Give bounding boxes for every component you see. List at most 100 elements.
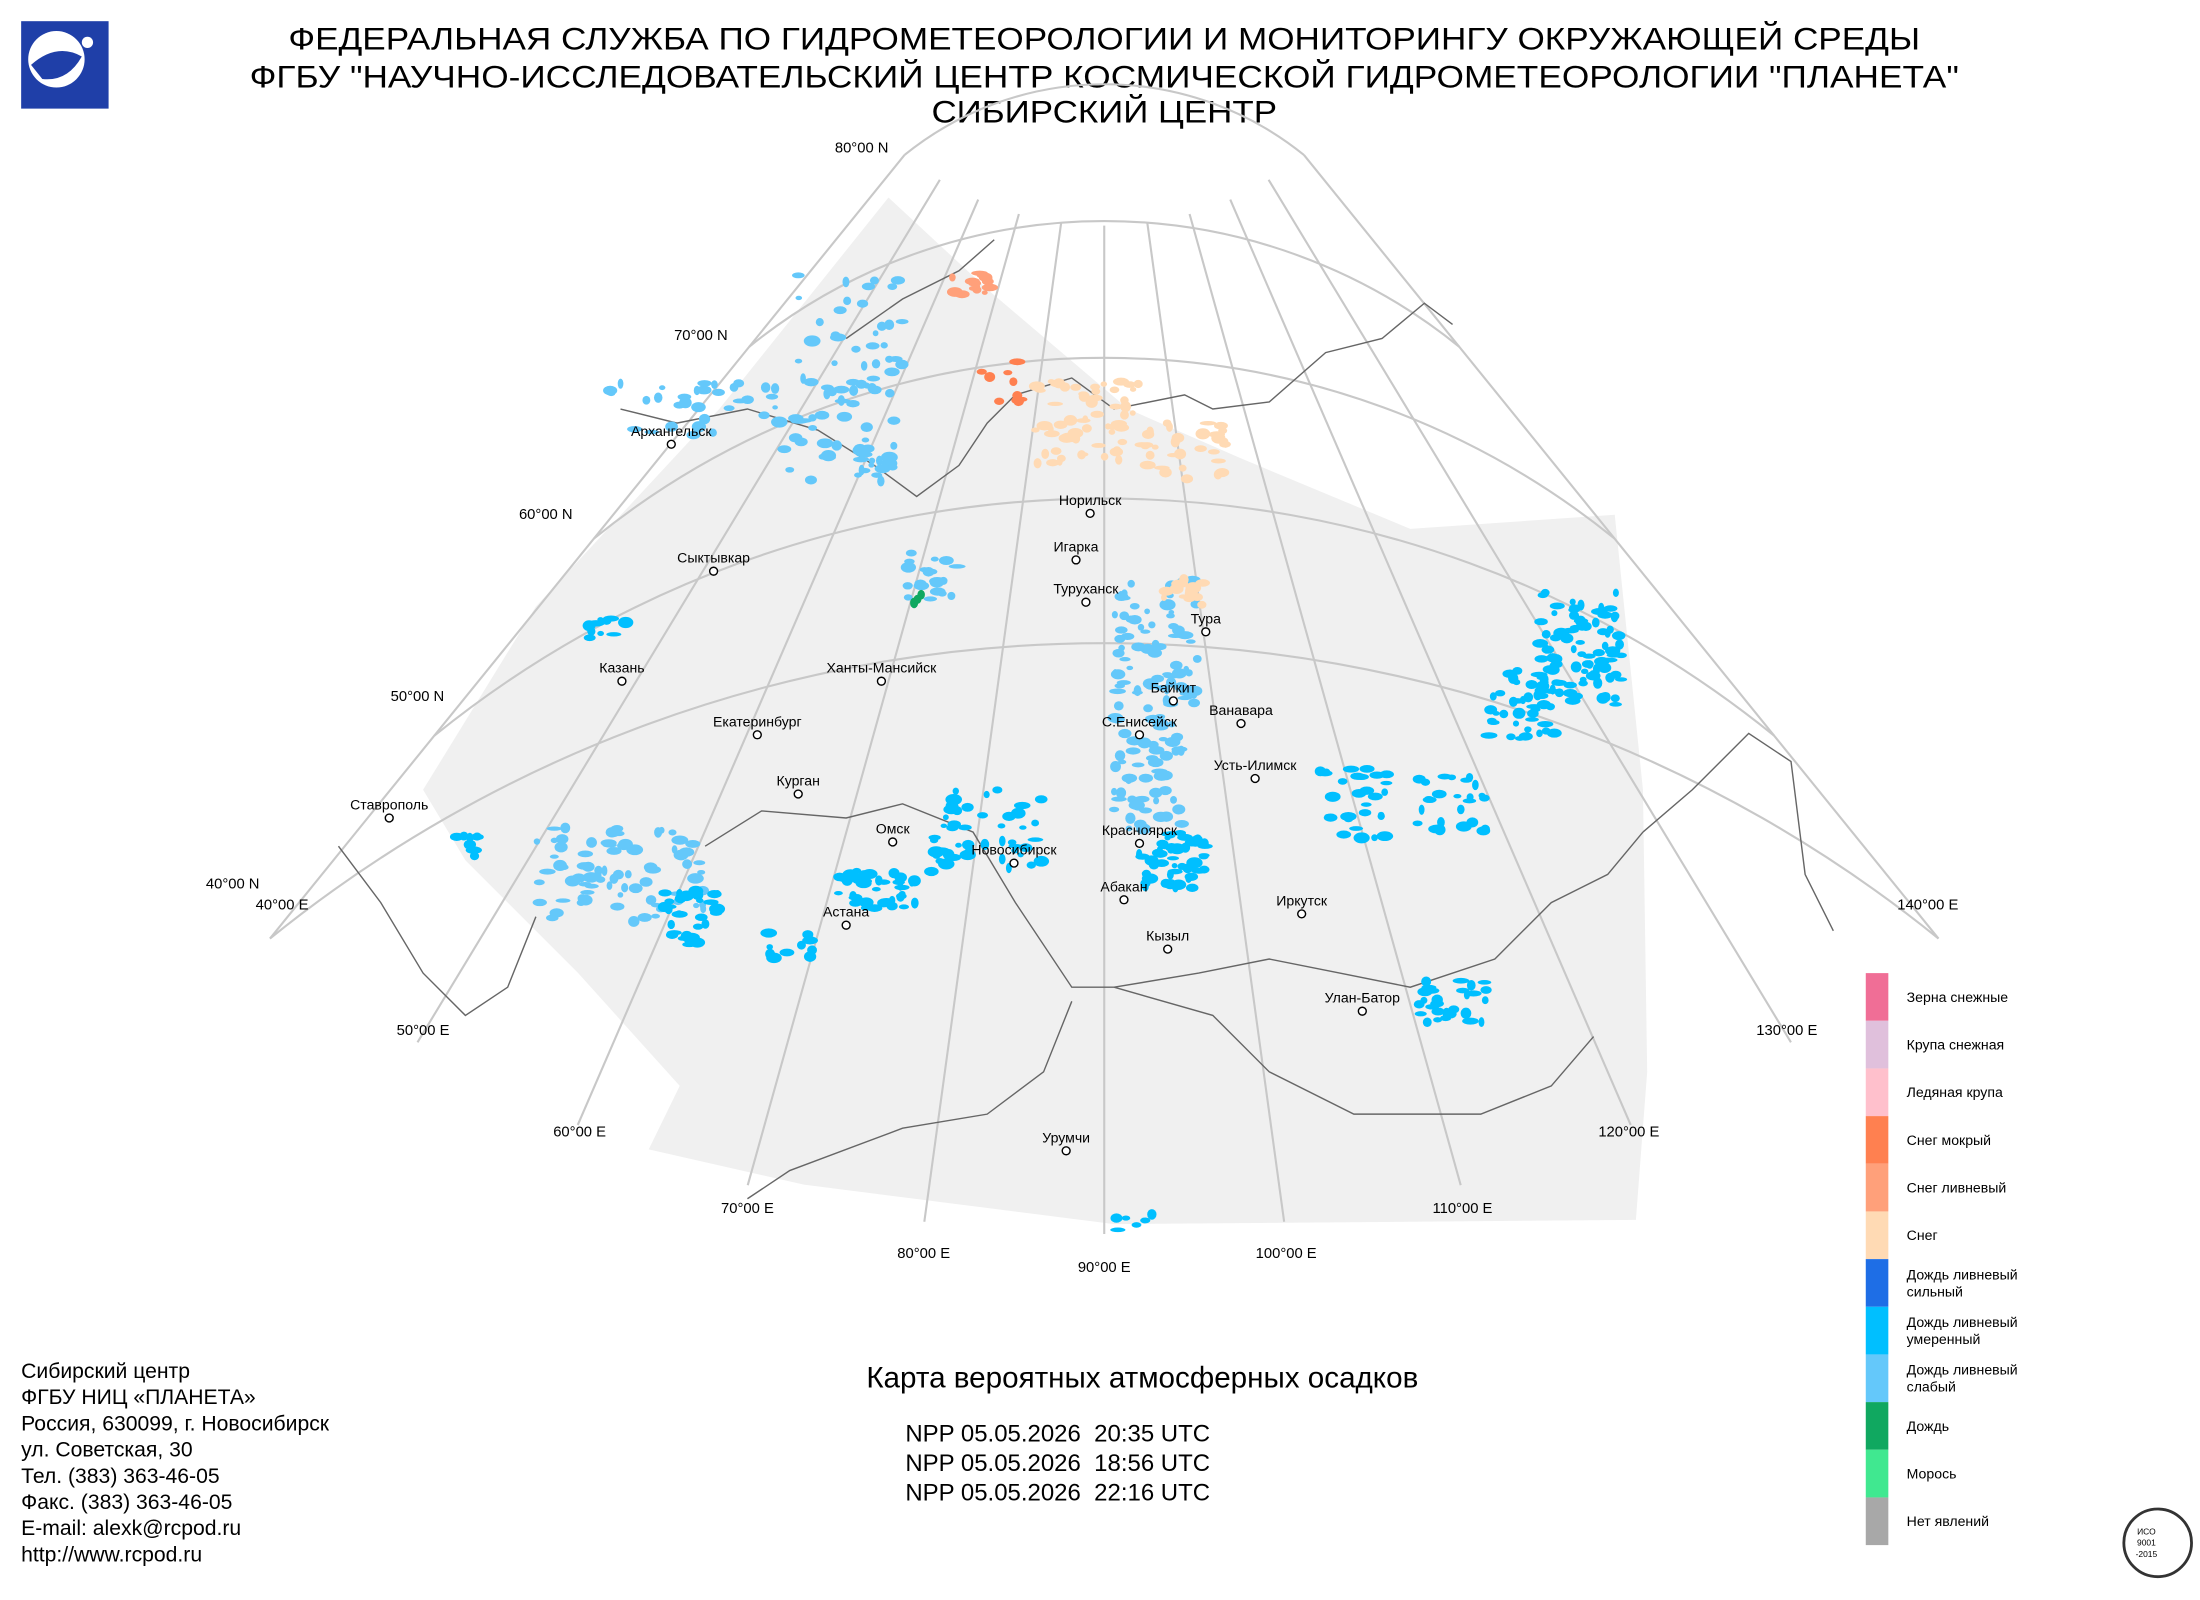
precip-cell bbox=[1078, 391, 1090, 402]
precip-cell bbox=[1117, 438, 1128, 446]
precip-cell bbox=[849, 385, 859, 396]
parallel bbox=[593, 356, 1616, 540]
precip-cell bbox=[856, 299, 869, 308]
graticule-label: 60°00 E bbox=[553, 1125, 606, 1141]
precip-cell bbox=[880, 342, 888, 349]
city-label: Туруханск bbox=[1053, 581, 1119, 597]
precip-cell bbox=[1126, 665, 1134, 671]
precip-cell bbox=[887, 283, 898, 290]
graticule-label: 70°00 N bbox=[674, 328, 728, 344]
graticule-labels: 80°00 N 70°00 N 60°00 N 50°00 N 40°00 N 40°00… bbox=[206, 140, 1959, 1276]
precip-cell bbox=[1359, 765, 1375, 773]
precip-cell bbox=[1163, 879, 1177, 890]
meridian bbox=[1303, 154, 1940, 940]
precip-cell bbox=[900, 562, 917, 573]
precip-cell bbox=[1077, 452, 1089, 457]
precip-cell bbox=[820, 454, 836, 461]
precip-cell bbox=[696, 897, 704, 904]
precip-cell bbox=[830, 331, 841, 339]
precip-cell bbox=[1137, 623, 1145, 631]
precip-cell bbox=[803, 951, 817, 962]
city-label: Игарка bbox=[1054, 538, 1099, 554]
footer-line: Сибирский центр bbox=[21, 1360, 190, 1383]
precip-cell bbox=[1169, 660, 1183, 670]
precip-cell bbox=[685, 839, 701, 848]
precip-cell bbox=[903, 594, 913, 601]
precip-cell bbox=[1125, 825, 1133, 832]
graticule-label: 140°00 E bbox=[1897, 898, 1958, 914]
precip-cell bbox=[1007, 839, 1017, 846]
precip-cell bbox=[709, 903, 726, 915]
precip-cell bbox=[643, 862, 658, 873]
meridian bbox=[746, 213, 1020, 1186]
precip-cell bbox=[833, 306, 847, 315]
precip-cell bbox=[1184, 872, 1199, 881]
footer-line: ул. Советская, 30 bbox=[21, 1439, 192, 1462]
precip-cell bbox=[1110, 760, 1121, 773]
precip-cell bbox=[1063, 415, 1078, 426]
precip-cell bbox=[939, 576, 948, 585]
precip-cell bbox=[1129, 386, 1137, 392]
precip-cell bbox=[1556, 628, 1570, 634]
graticule-label: 110°00 E bbox=[1432, 1201, 1492, 1217]
parallel bbox=[433, 497, 1775, 737]
precip-cell bbox=[855, 878, 872, 889]
precip-cell bbox=[610, 902, 625, 911]
city-marker bbox=[752, 730, 762, 740]
precip-cell bbox=[938, 858, 955, 870]
header-line: ФГБУ "НАУЧНО-ИССЛЕДОВАТЕЛЬСКИЙ ЦЕНТР КОС… bbox=[250, 58, 1959, 94]
precip-cell bbox=[1166, 856, 1180, 861]
precip-cell bbox=[644, 429, 660, 435]
precip-cell bbox=[693, 902, 700, 909]
city-marker bbox=[1168, 696, 1178, 706]
precipitation bbox=[449, 270, 1628, 1233]
precip-cell bbox=[1462, 1017, 1479, 1025]
precip-cell bbox=[1166, 869, 1174, 880]
precip-cell bbox=[868, 457, 876, 464]
precip-cell bbox=[1109, 806, 1120, 813]
precip-cell bbox=[1164, 737, 1181, 748]
meridian bbox=[1146, 222, 1286, 1222]
iso-text: -2015 bbox=[2136, 1549, 2158, 1559]
precip-cell bbox=[701, 919, 710, 929]
precip-cell bbox=[1169, 583, 1184, 594]
precip-cell bbox=[691, 402, 706, 413]
precip-cell bbox=[1147, 757, 1164, 768]
precip-cell bbox=[603, 615, 619, 622]
precip-cell bbox=[664, 904, 673, 915]
precip-cell bbox=[1481, 996, 1489, 1005]
precip-cell bbox=[1178, 464, 1187, 472]
precip-cell bbox=[1147, 1209, 1157, 1220]
precip-cell bbox=[1056, 457, 1063, 466]
legend-label: Дождь ливневый bbox=[1907, 1362, 2018, 1378]
precip-cell bbox=[905, 549, 917, 557]
precip-cell bbox=[609, 873, 619, 884]
precip-cell bbox=[1367, 792, 1383, 801]
precip-cell bbox=[1115, 626, 1128, 634]
precip-cell bbox=[1499, 709, 1509, 719]
graticule-label: 40°00 N bbox=[206, 876, 260, 892]
precip-cell bbox=[803, 377, 819, 387]
precip-cell bbox=[1100, 452, 1109, 461]
precip-cell bbox=[1525, 717, 1539, 722]
precip-cell bbox=[1109, 386, 1120, 394]
precip-cell bbox=[1376, 831, 1394, 842]
precip-cell bbox=[913, 581, 930, 591]
precip-cell bbox=[1120, 396, 1129, 405]
precip-cell bbox=[860, 422, 873, 433]
precip-cell bbox=[1551, 679, 1562, 685]
graticule-label: 70°00 E bbox=[721, 1201, 774, 1217]
precip-cell bbox=[909, 878, 915, 887]
pass-time: NPP 05.05.2026 22:16 UTC bbox=[905, 1480, 1210, 1507]
legend-label: Морось bbox=[1907, 1466, 1957, 1482]
precip-cell bbox=[794, 437, 808, 447]
precip-cell bbox=[923, 596, 938, 602]
precip-cell bbox=[576, 862, 592, 870]
precip-cell bbox=[1154, 713, 1166, 720]
precip-cell bbox=[868, 385, 882, 395]
precip-cell bbox=[1177, 862, 1187, 871]
precip-cell bbox=[880, 451, 898, 463]
iso-badge: ИСО 9001 -2015 bbox=[2122, 1507, 2193, 1579]
precip-cell bbox=[1563, 681, 1577, 689]
precip-cell bbox=[1554, 688, 1564, 698]
